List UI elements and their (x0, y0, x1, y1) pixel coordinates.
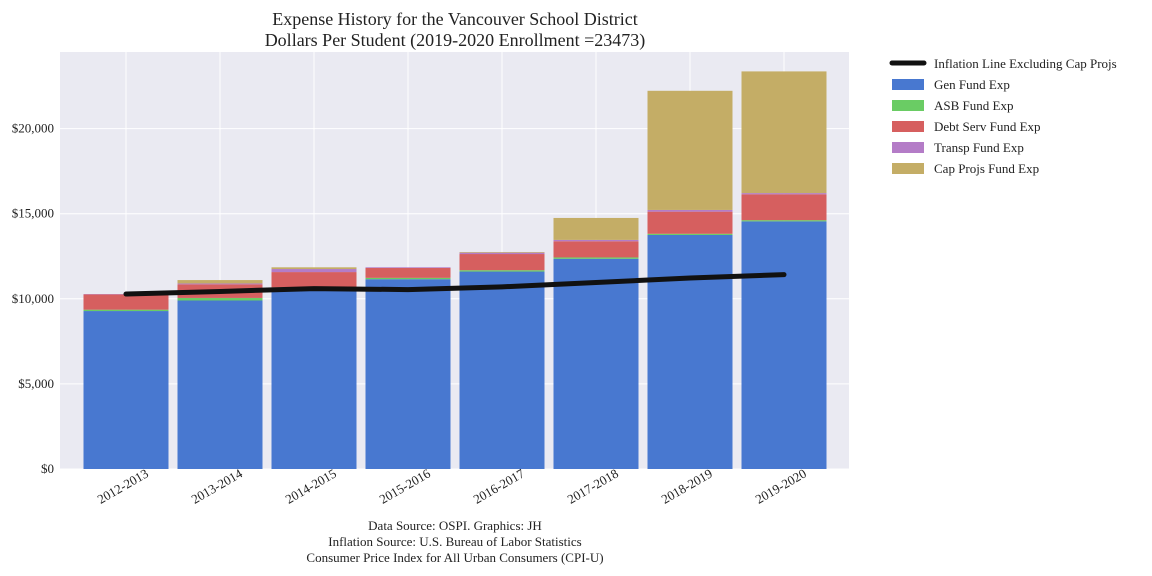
bar-segment-debt-serv-fund-exp (553, 241, 639, 258)
x-tick-label: 2016-2017 (471, 465, 528, 506)
bar-segment-asb-fund-exp (553, 257, 639, 259)
legend-label: Transp Fund Exp (934, 140, 1024, 155)
x-tick-label: 2013-2014 (189, 465, 246, 506)
inflation-line (123, 272, 787, 297)
bar-segment-gen-fund-exp (553, 258, 639, 469)
bar-segment-cap-projs-fund-exp (553, 217, 639, 240)
bar-segment-gen-fund-exp (271, 288, 357, 469)
bar-segment-debt-serv-fund-exp (647, 211, 733, 234)
bars (83, 71, 827, 469)
bar-segment-transp-fund-exp (177, 283, 263, 285)
y-tick-label: $20,000 (12, 121, 54, 136)
bar-segment-transp-fund-exp (459, 252, 545, 255)
x-tick-label: 2019-2020 (753, 466, 809, 507)
bar-segment-transp-fund-exp (271, 269, 357, 273)
x-tick-label: 2012-2013 (95, 466, 151, 507)
bar-segment-gen-fund-exp (83, 311, 169, 469)
legend-swatch (892, 163, 924, 174)
bar-segment-asb-fund-exp (177, 297, 263, 301)
y-tick-label: $15,000 (12, 206, 54, 221)
bar-segment-transp-fund-exp (365, 267, 451, 268)
bar-segment-cap-projs-fund-exp (741, 71, 827, 194)
legend: Inflation Line Excluding Cap Projs Gen Fu… (889, 56, 1117, 176)
chart-title: Expense History for the Vancouver School… (272, 9, 638, 29)
bar-segment-gen-fund-exp (365, 279, 451, 469)
bar-segment-transp-fund-exp (741, 193, 827, 195)
y-tick-label: $0 (41, 461, 54, 476)
x-axis: 2012-2013 2013-2014 2014-2015 2015-2016 2016… (95, 465, 809, 506)
x-tick-label: 2014-2015 (283, 466, 339, 507)
y-tick-label: $5,000 (18, 376, 54, 391)
bar-segment-debt-serv-fund-exp (459, 254, 545, 271)
bar-segment-gen-fund-exp (177, 300, 263, 469)
inflation-line-layer (123, 272, 787, 297)
legend-label: Inflation Line Excluding Cap Projs (934, 56, 1117, 71)
legend-label: Debt Serv Fund Exp (934, 119, 1041, 134)
bar-segment-debt-serv-fund-exp (271, 272, 357, 288)
bar-segment-cap-projs-fund-exp (459, 251, 545, 253)
legend-label: Cap Projs Fund Exp (934, 161, 1039, 176)
x-tick-label: 2015-2016 (377, 465, 434, 506)
y-tick-label: $10,000 (12, 291, 54, 306)
bar-segment-asb-fund-exp (365, 277, 451, 280)
legend-swatch (892, 100, 924, 111)
bar-segment-gen-fund-exp (647, 234, 733, 469)
legend-swatch (892, 142, 924, 153)
bar-segment-cap-projs-fund-exp (177, 280, 263, 284)
chart-subtitle: Dollars Per Student (2019-2020 Enrollmen… (265, 30, 646, 51)
bar-segment-cap-projs-fund-exp (647, 90, 733, 210)
legend-label: Gen Fund Exp (934, 77, 1010, 92)
y-axis: $0 $5,000 $10,000 $15,000 $20,000 (12, 121, 54, 476)
footer-line-3: Consumer Price Index for All Urban Consu… (306, 550, 603, 565)
bar-segment-asb-fund-exp (741, 220, 827, 222)
bar-segment-asb-fund-exp (83, 309, 169, 312)
bar-segment-cap-projs-fund-exp (271, 267, 357, 270)
x-tick-label: 2018-2019 (659, 466, 715, 507)
bar-segment-debt-serv-fund-exp (741, 194, 827, 221)
bar-segment-asb-fund-exp (647, 233, 733, 235)
footer-line-2: Inflation Source: U.S. Bureau of Labor S… (328, 534, 581, 549)
legend-label: ASB Fund Exp (934, 98, 1013, 113)
legend-swatch (892, 79, 924, 90)
bar-segment-debt-serv-fund-exp (365, 267, 451, 278)
bar-segment-gen-fund-exp (459, 271, 545, 469)
bar-segment-transp-fund-exp (647, 209, 733, 212)
legend-swatch (892, 121, 924, 132)
bar-segment-asb-fund-exp (459, 270, 545, 272)
footer-line-1: Data Source: OSPI. Graphics: JH (368, 518, 542, 533)
bar-segment-transp-fund-exp (553, 239, 639, 242)
bar-segment-gen-fund-exp (741, 221, 827, 469)
x-tick-label: 2017-2018 (565, 466, 621, 507)
bar-segment-debt-serv-fund-exp (83, 294, 169, 310)
